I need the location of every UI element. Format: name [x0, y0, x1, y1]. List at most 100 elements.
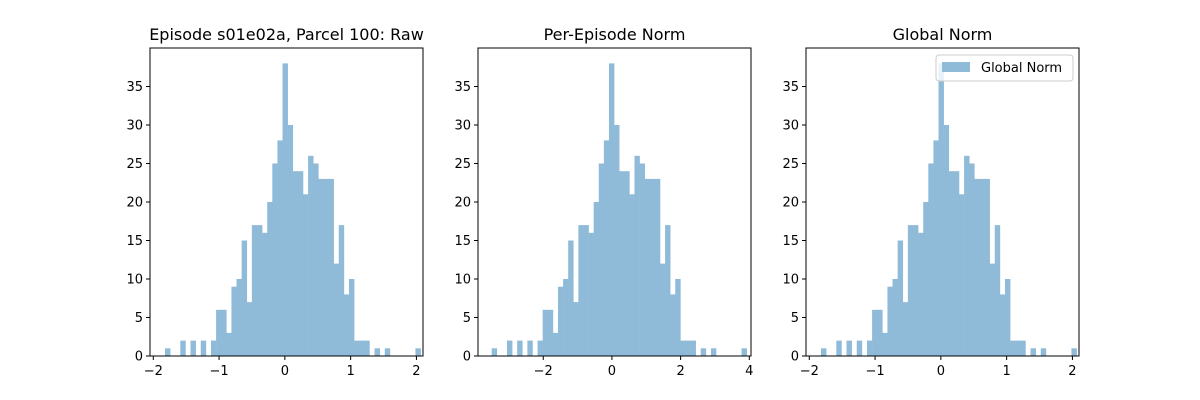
histogram-bars — [491, 63, 747, 357]
histogram-bar — [180, 340, 186, 356]
legend-label: Global Norm — [981, 61, 1062, 76]
y-axis-ticks: 0 5 10 15 20 25 30 35 — [126, 80, 150, 365]
histogram-bar — [902, 302, 909, 356]
histogram-bar — [654, 178, 661, 356]
histogram-bar — [557, 286, 564, 356]
histogram-bar — [297, 171, 304, 356]
histogram-bar — [598, 163, 605, 356]
y-tick-label: 20 — [782, 196, 799, 211]
y-tick-label: 30 — [454, 119, 471, 134]
histogram-bar — [675, 279, 681, 356]
histogram-bar — [1071, 348, 1077, 356]
legend-swatch — [942, 62, 970, 72]
histogram-bar — [287, 125, 294, 356]
y-tick-label: 0 — [791, 350, 799, 365]
x-tick-label: 1 — [1002, 364, 1010, 379]
histogram-bar — [918, 232, 924, 356]
histogram-bar — [164, 348, 171, 356]
chart-title: Episode s01e02a, Parcel 100: Raw — [149, 25, 424, 44]
histogram-bar — [190, 340, 196, 356]
histogram-bar — [649, 178, 656, 356]
histogram-bar — [872, 309, 878, 356]
histogram-bar — [984, 178, 990, 356]
histogram-bar — [866, 340, 873, 356]
histogram-bar — [348, 279, 355, 356]
histogram-bar — [933, 140, 939, 356]
histogram-bar — [958, 194, 965, 356]
histogram-bar — [547, 309, 554, 356]
histogram-bar — [603, 140, 610, 356]
y-tick-label: 30 — [126, 119, 143, 134]
x-tick-label: 1 — [346, 364, 354, 379]
histogram-bar — [644, 178, 651, 356]
histogram-bar — [241, 240, 248, 356]
x-tick-label: −2 — [800, 364, 819, 379]
histogram-bar — [923, 202, 929, 356]
histogram-bar — [614, 125, 620, 356]
histogram-bar — [573, 302, 579, 356]
histogram-bar — [938, 63, 944, 357]
histogram-bar — [690, 340, 696, 356]
histogram-bar — [670, 294, 676, 356]
histogram-bar — [1010, 340, 1016, 356]
y-tick-label: 5 — [135, 311, 143, 326]
histogram-bar — [374, 348, 380, 356]
y-tick-label: 10 — [782, 273, 799, 288]
y-tick-label: 5 — [463, 311, 471, 326]
histogram-bar — [354, 340, 360, 356]
y-tick-label: 30 — [782, 119, 799, 134]
x-tick-label: 2 — [676, 364, 684, 379]
y-axis-ticks: 0 5 10 15 20 25 30 35 — [454, 80, 478, 365]
y-tick-label: 10 — [126, 273, 143, 288]
x-tick-label: −2 — [144, 364, 163, 379]
histogram-bar — [251, 225, 258, 356]
y-tick-label: 0 — [135, 350, 143, 365]
y-tick-label: 20 — [454, 196, 471, 211]
y-tick-label: 5 — [791, 311, 799, 326]
histogram-bar — [583, 225, 589, 356]
histogram-bar — [685, 340, 691, 356]
histogram-bars — [164, 63, 421, 357]
histogram-bar — [619, 171, 625, 356]
x-tick-label: −2 — [534, 364, 553, 379]
histogram-bar — [200, 340, 207, 356]
histogram-bar — [226, 332, 232, 356]
histogram-bar — [659, 263, 666, 356]
histogram-bar — [1020, 340, 1026, 356]
histogram-bar — [897, 240, 904, 356]
histogram-bar — [639, 163, 645, 356]
histogram-bar — [856, 340, 863, 356]
y-tick-label: 35 — [126, 80, 143, 95]
histogram-bar — [928, 163, 934, 356]
histogram-bar — [537, 340, 543, 356]
x-tick-label: 2 — [1068, 364, 1076, 379]
legend: Global Norm — [935, 54, 1074, 82]
histogram-bar — [221, 309, 227, 356]
x-tick-label: 0 — [608, 364, 616, 379]
histogram-bar — [820, 348, 827, 356]
histogram-bar — [943, 125, 950, 356]
y-tick-label: 25 — [782, 157, 799, 172]
histogram-bar — [542, 309, 549, 356]
x-axis-ticks: −2 −1 0 1 2 — [800, 356, 1077, 379]
histogram-bar — [979, 178, 985, 356]
y-tick-label: 20 — [126, 196, 143, 211]
histogram-bar — [272, 163, 278, 356]
y-tick-label: 25 — [126, 157, 143, 172]
histogram-bar — [969, 163, 975, 356]
y-tick-label: 15 — [782, 234, 799, 249]
histogram-bar — [277, 140, 283, 356]
histogram-bar — [552, 332, 559, 356]
histogram-bar — [313, 163, 319, 356]
histogram-bar — [328, 178, 334, 356]
histogram-bar — [608, 63, 615, 357]
histogram-bar — [292, 171, 299, 356]
x-tick-label: 4 — [745, 364, 753, 379]
x-tick-label: −1 — [865, 364, 884, 379]
y-tick-label: 35 — [454, 80, 471, 95]
histogram-bar — [989, 263, 996, 356]
x-tick-label: −1 — [209, 364, 228, 379]
subplot-per-episode-norm: −2 0 2 4 0 5 10 15 20 25 30 35 Per-Episode Norm — [454, 25, 753, 379]
histogram-bar — [527, 340, 533, 356]
histogram-bar — [256, 225, 263, 356]
